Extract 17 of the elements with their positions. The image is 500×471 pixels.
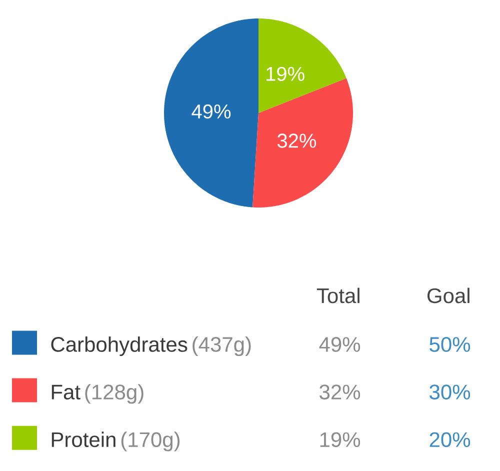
- text: (128g): [85, 384, 144, 404]
- text: 49%: [319, 337, 360, 352]
- text: 50%: [430, 337, 470, 352]
- legend-label: Carbohydrates: [51, 336, 188, 356]
- data-label: 49%: [192, 104, 231, 119]
- text: 32%: [320, 384, 360, 400]
- text: Total: [316, 288, 360, 304]
- text: (437g): [192, 336, 251, 356]
- data-label: 19%: [266, 66, 304, 81]
- text: (170g): [121, 432, 180, 452]
- legend-label: Protein: [52, 432, 116, 448]
- data-label: 32%: [277, 134, 316, 148]
- text: Goal: [428, 288, 470, 304]
- text: 20%: [430, 432, 470, 448]
- legend-label: Fat: [52, 384, 80, 400]
- text: 30%: [430, 384, 470, 400]
- text: 19%: [320, 432, 360, 448]
